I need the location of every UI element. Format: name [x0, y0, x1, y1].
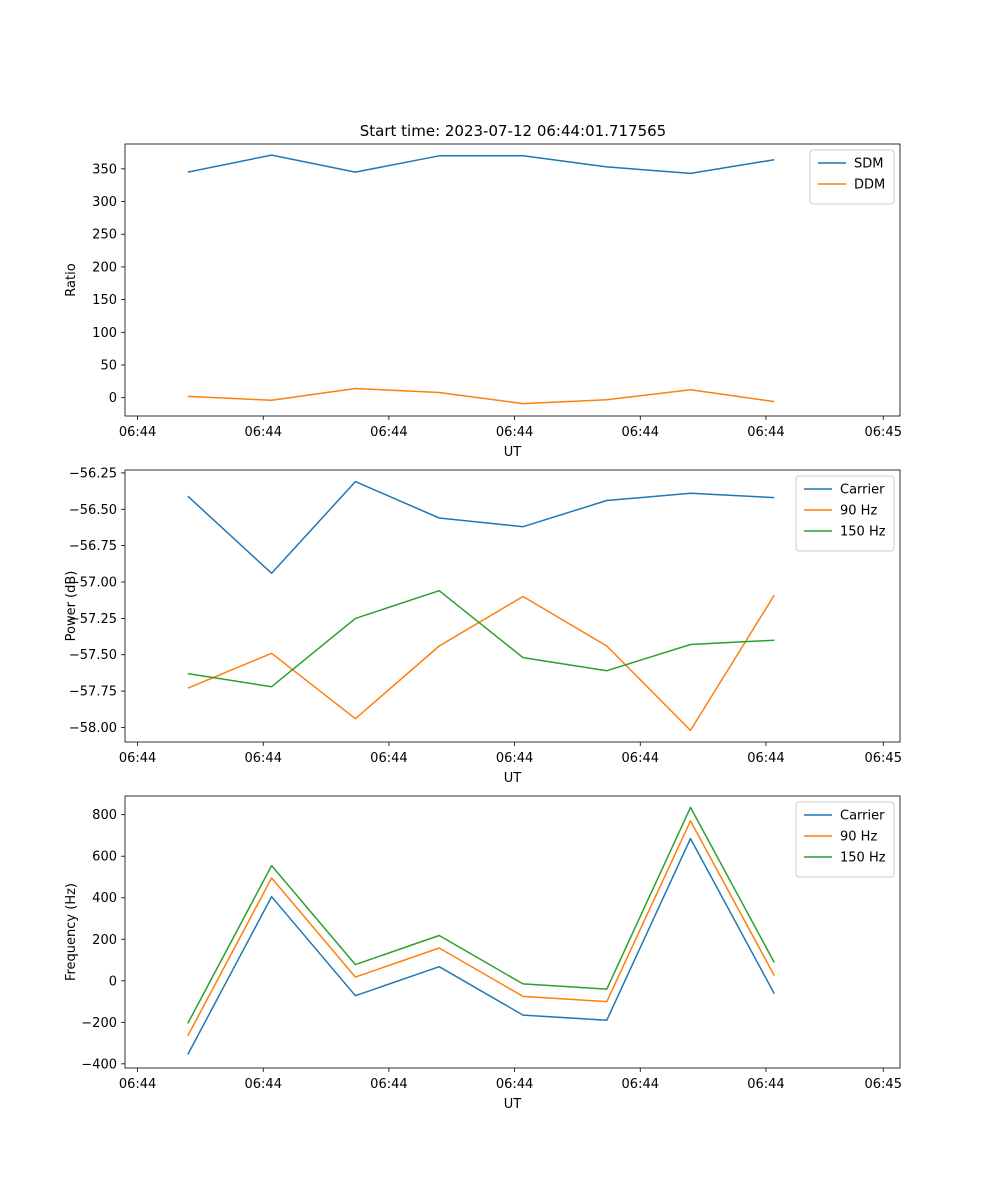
x-tick-label: 06:44 [622, 1077, 659, 1092]
series-line-150-hz [187, 806, 775, 1024]
y-tick-label: 350 [92, 162, 117, 177]
legend-frame [795, 475, 895, 552]
series-line-90-hz [187, 594, 775, 732]
y-tick-label: 100 [92, 326, 117, 341]
y-axis-label: Power (dB) [64, 571, 79, 642]
y-tick-label: 800 [92, 808, 117, 823]
x-tick-label: 06:45 [865, 1077, 902, 1092]
plots-container: 06:44 06:44 06:44 06:44 06:44 06:44 06:45 0 50 10… [64, 143, 902, 1112]
y-tick-label: 300 [92, 195, 117, 210]
y-tick-label: −56.75 [69, 539, 117, 554]
y-tick-label: 200 [92, 260, 117, 275]
legend-label: Carrier [840, 483, 885, 498]
x-tick-label: 06:44 [747, 1077, 784, 1092]
subplot-2: 06:44 06:44 06:44 06:44 06:44 06:44 06:45 −58.0… [64, 466, 902, 786]
series-line-carrier [187, 480, 775, 575]
y-tick-label: 250 [92, 228, 117, 243]
x-tick-label: 06:44 [119, 1077, 156, 1092]
y-tick-label: −56.50 [69, 503, 117, 518]
series-line-sdm [187, 154, 775, 175]
x-tick-label: 06:44 [622, 425, 659, 440]
legend-label: DDM [854, 178, 885, 193]
x-tick-label: 06:44 [245, 751, 282, 766]
y-tick-label: −56.25 [69, 466, 117, 481]
legend-label: 90 Hz [840, 504, 877, 519]
figure-title: Start time: 2023-07-12 06:44:01.717565 [360, 122, 666, 140]
legend: Carrier 90 Hz 150 Hz [795, 475, 895, 552]
y-tick-label: 150 [92, 293, 117, 308]
axes-frame [124, 469, 901, 743]
y-tick-label: 50 [100, 359, 117, 374]
legend: Carrier 90 Hz 150 Hz [795, 801, 895, 878]
x-tick-label: 06:44 [245, 1077, 282, 1092]
series-line-carrier [187, 837, 775, 1055]
axes-frame [124, 143, 901, 417]
x-tick-label: 06:44 [747, 425, 784, 440]
x-tick-label: 06:44 [496, 425, 533, 440]
y-tick-label: 600 [92, 850, 117, 865]
y-tick-label: 400 [92, 891, 117, 906]
legend-label: Carrier [840, 809, 885, 824]
legend: SDM DDM [809, 149, 895, 205]
y-tick-label: −57.00 [69, 576, 117, 591]
x-axis-label: UT [504, 445, 522, 460]
y-tick-label: −200 [81, 1016, 117, 1031]
y-tick-label: −400 [81, 1057, 117, 1072]
x-axis-label: UT [504, 1097, 522, 1112]
legend-frame [795, 801, 895, 878]
y-tick-label: 0 [109, 391, 117, 406]
x-tick-label: 06:44 [622, 751, 659, 766]
y-tick-label: −57.25 [69, 612, 117, 627]
x-tick-label: 06:44 [119, 751, 156, 766]
y-tick-label: −57.75 [69, 685, 117, 700]
series-line-150-hz [187, 589, 775, 688]
subplot-3: 06:44 06:44 06:44 06:44 06:44 06:44 06:45 −400 −… [64, 795, 902, 1112]
axes-frame [124, 795, 901, 1069]
y-tick-label: −57.50 [69, 648, 117, 663]
x-axis-label: UT [504, 771, 522, 786]
x-tick-label: 06:44 [370, 1077, 407, 1092]
x-tick-label: 06:44 [747, 751, 784, 766]
x-tick-label: 06:44 [245, 425, 282, 440]
series-line-ddm [187, 387, 775, 405]
y-axis-label: Ratio [64, 263, 79, 296]
y-tick-label: 0 [109, 974, 117, 989]
x-tick-label: 06:45 [865, 751, 902, 766]
subplot-1: 06:44 06:44 06:44 06:44 06:44 06:44 06:45 0 50 10… [64, 143, 902, 460]
legend-label: 150 Hz [840, 851, 886, 866]
legend-label: SDM [854, 157, 883, 172]
x-tick-label: 06:45 [865, 425, 902, 440]
y-tick-label: 200 [92, 933, 117, 948]
x-tick-label: 06:44 [496, 751, 533, 766]
legend-label: 150 Hz [840, 525, 886, 540]
legend-label: 90 Hz [840, 830, 877, 845]
x-tick-label: 06:44 [119, 425, 156, 440]
x-tick-label: 06:44 [496, 1077, 533, 1092]
x-tick-label: 06:44 [370, 751, 407, 766]
series-line-90-hz [187, 820, 775, 1037]
y-axis-label: Frequency (Hz) [64, 883, 79, 981]
x-tick-label: 06:44 [370, 425, 407, 440]
y-tick-label: −58.00 [69, 721, 117, 736]
